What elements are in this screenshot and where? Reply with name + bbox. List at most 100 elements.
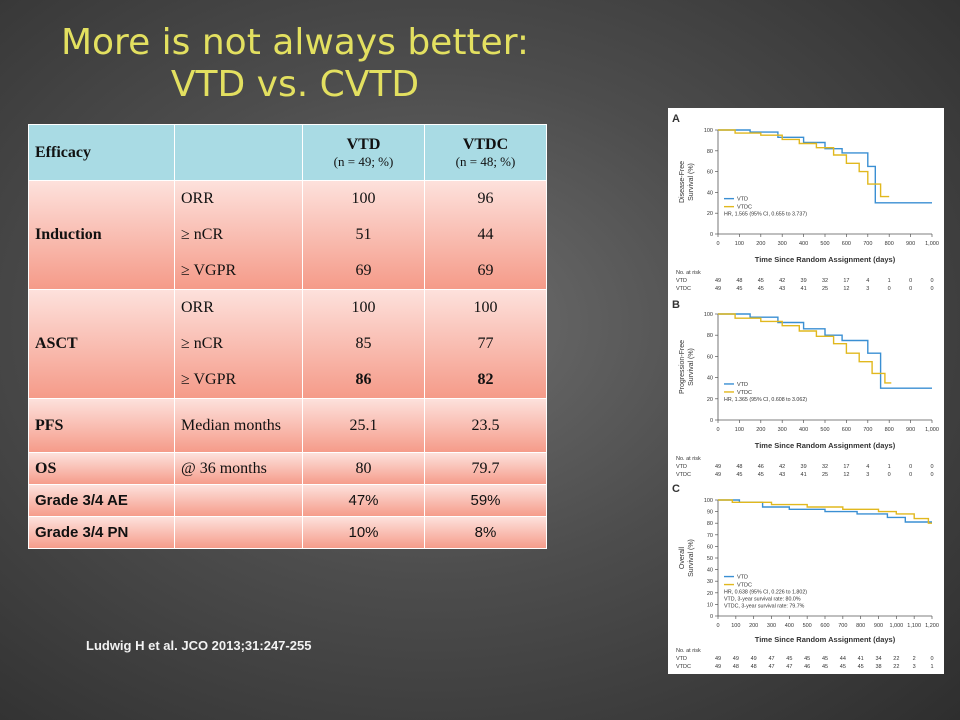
panel-b-risk-value: 25 [822,472,828,478]
title-line-2: VTD vs. CVTD [170,64,420,105]
asct-metric-ncr: ≥ nCR [181,335,224,352]
panel-a-xlabel: Time Since Random Assignment (days) [755,255,896,264]
panel-c-series-vtd [718,499,932,523]
panel-b-xtick-label: 300 [778,427,787,433]
header-vtdc-n: (n = 48; %) [455,153,516,169]
panel-b-letter: B [672,299,680,311]
panel-b-risk-value: 45 [758,472,764,478]
panel-c-risk-value: 49 [751,656,757,662]
panel-c-ytick-label: 40 [707,568,713,574]
header-vtd-n: (n = 49; %) [333,153,394,169]
panel-c-risk-row-name: VTDC [676,664,691,670]
panel-c-ytick-label: 10 [707,602,713,608]
asct-vtd-orr: 100 [351,299,376,316]
panel-c-series-vtdc [718,499,932,524]
panel-c-ytick-label: 50 [707,556,713,562]
panel-c-risk-value: 1 [930,664,933,670]
panel-b-xtick-label: 700 [863,427,872,433]
row-label-induction: Induction [28,180,175,290]
induction-vtd-ncr: 51 [355,226,372,243]
title-line-1: More is not always better: [60,22,530,63]
panel-c-risk-row-name: VTD [676,656,687,662]
panel-a-ytick-label: 40 [707,190,713,196]
panel-b-risk-value: 43 [779,472,785,478]
pn-metric [174,516,303,549]
panel-c-ylabel-line2: Survival (%) [688,539,695,577]
panel-c-ytick-label: 90 [707,510,713,516]
panel-a-risk-row-name: VTDC [676,286,691,292]
panel-b-xtick-label: 900 [906,427,915,433]
panel-b-series-vtdc [718,313,892,384]
panel-c-xtick-label: 800 [856,623,865,629]
asct-metrics: ORR ≥ nCR ≥ VGPR [174,289,303,399]
panel-b-risk-value: 4 [866,464,869,470]
induction-vtdc-ncr: 44 [477,226,494,243]
panel-c-annotation: HR, 0.638 (95% CI, 0.226 to 1.802) [724,590,807,596]
row-label-asct: ASCT [28,289,175,399]
table-row-pn: Grade 3/4 PN 10% 8% [28,516,547,549]
row-label-pn: Grade 3/4 PN [28,516,175,549]
panel-c-xlabel: Time Since Random Assignment (days) [755,635,896,644]
panel-a-ylabel-line2: Survival (%) [688,163,695,201]
panel-c-legend-label: VTDC [737,583,752,589]
slide-title: More is not always better: VTD vs. CVTD [0,22,590,106]
asct-vtd-ncr: 85 [355,335,372,352]
panel-a-legend-label: VTDC [737,205,752,211]
panel-b-xtick-label: 800 [885,427,894,433]
panel-b-ylabel-line1: Progression-Free [679,340,686,394]
panel-a-risk-value: 45 [736,286,742,292]
header-vtdc: VTDC (n = 48; %) [424,124,547,181]
panel-b-ytick-label: 40 [707,376,713,382]
panel-b-risk-value: 42 [779,464,785,470]
asct-vtdc-ncr: 77 [477,335,494,352]
panel-c-risk-value: 47 [768,656,774,662]
panel-c-risk-value: 48 [733,664,739,670]
panel-a-risk-value: 49 [715,286,721,292]
table-row-induction: Induction ORR ≥ nCR ≥ VGPR 100 51 69 96 … [28,180,547,290]
panel-a-xtick-label: 300 [778,241,787,247]
panel-a-risk-value: 1 [888,278,891,284]
ae-vtdc: 59% [424,484,547,517]
panel-c-xtick-label: 700 [838,623,847,629]
panel-b-ylabel-line2: Survival (%) [688,348,695,386]
induction-vtd-orr: 100 [351,190,376,207]
panel-b-risk-value: 48 [736,464,742,470]
panel-a-ytick-label: 60 [707,170,713,176]
panel-a-risk-value: 43 [779,286,785,292]
panel-a-ytick-label: 20 [707,211,713,217]
panel-a-series-vtdc [718,129,890,198]
pfs-vtdc: 23.5 [424,398,547,453]
header-vtdc-name: VTDC [462,135,509,153]
panel-b-ytick-label: 60 [707,354,713,360]
table-header-row: Efficacy VTD (n = 49; %) VTDC (n = 48; %… [28,124,547,181]
asct-metric-vgpr: ≥ VGPR [181,371,237,388]
panel-b-risk-value: 17 [843,464,849,470]
panel-c-risk-value: 45 [804,656,810,662]
efficacy-table: Efficacy VTD (n = 49; %) VTDC (n = 48; %… [28,124,547,549]
panel-a-xtick-label: 900 [906,241,915,247]
table-row-pfs: PFS Median months 25.1 23.5 [28,398,547,453]
panel-c-ytick-label: 80 [707,521,713,527]
panel-b-xtick-label: 500 [820,427,829,433]
panel-c-risk-value: 47 [768,664,774,670]
panel-a-annotation: HR, 1.565 (95% CI, 0.655 to 3.737) [724,212,807,218]
panel-a-risk-value: 32 [822,278,828,284]
table-row-os: OS @ 36 months 80 79.7 [28,452,547,485]
panel-a-risk-value: 25 [822,286,828,292]
panel-c-risk-value: 48 [751,664,757,670]
panel-a-risk-value: 4 [866,278,869,284]
panel-c-xtick-label: 300 [767,623,776,629]
ae-metric [174,484,303,517]
panel-a-xtick-label: 700 [863,241,872,247]
panel-a-risk-value: 48 [736,278,742,284]
panel-a-xtick-label: 0 [716,241,719,247]
induction-vtdc-vgpr: 69 [477,262,494,279]
survival-figure: A 0 20 40 60 80 100 0 100 200 300 400 500 600 700 800 90… [668,108,944,674]
induction-vtdc-orr: 96 [477,190,494,207]
panel-b-risk-value: 46 [758,464,764,470]
panel-c-xtick-label: 900 [874,623,883,629]
panel-b-risk-value: 49 [715,472,721,478]
panel-a-risk-value: 42 [779,278,785,284]
panel-b-xtick-label: 1,000 [925,427,939,433]
